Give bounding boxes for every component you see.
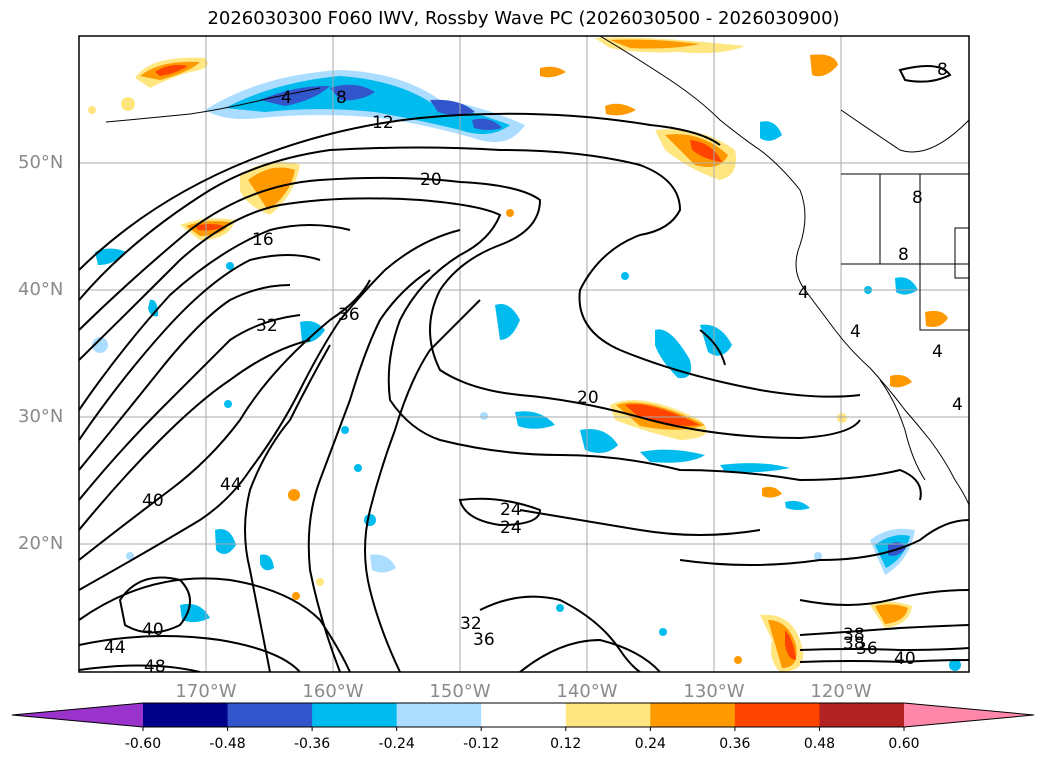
contour-label: 36 xyxy=(338,305,360,325)
coastlines xyxy=(105,36,969,506)
colorbar-tick-label: -0.12 xyxy=(463,736,500,752)
contour-label: 4 xyxy=(952,395,963,415)
contour-label: 40 xyxy=(894,649,916,669)
colorbar-extend-max xyxy=(904,703,1034,727)
colorbar-tick-label: 0.60 xyxy=(888,736,920,752)
map-canvas xyxy=(78,35,970,673)
map-background xyxy=(79,36,969,672)
colorbar-tick-label: -0.24 xyxy=(378,736,415,752)
contour-label: 20 xyxy=(577,388,599,408)
lon-label-140w: 140°W xyxy=(556,681,618,702)
colorbar-cell xyxy=(227,703,313,727)
contour-label: 8 xyxy=(912,188,923,208)
contour-label: 38 xyxy=(843,625,865,645)
iwv-contours xyxy=(79,65,969,672)
lat-label-50n: 50°N xyxy=(18,152,64,173)
map-title: 2026030300 F060 IWV, Rossby Wave PC (202… xyxy=(207,8,840,29)
contour-label: 40 xyxy=(142,491,164,511)
contour-label: 4 xyxy=(932,342,943,362)
colorbar-cell xyxy=(312,703,398,727)
lat-label-40n: 40°N xyxy=(18,279,64,300)
contour-label: 8 xyxy=(336,88,347,108)
contour-label: 40 xyxy=(142,620,164,640)
contour-label: 32 xyxy=(256,316,278,336)
colorbar-tick-label: -0.48 xyxy=(209,736,246,752)
contour-label: 38 xyxy=(843,634,865,654)
colorbar-cell xyxy=(143,703,229,727)
contour-label: 4 xyxy=(850,322,861,342)
graticule xyxy=(79,36,969,672)
colorbar-cell xyxy=(819,703,905,727)
colorbar-tick-label: 0.12 xyxy=(550,736,582,752)
contour-label: 16 xyxy=(252,230,274,250)
lon-label-160w: 160°W xyxy=(302,681,364,702)
colorbar-cell xyxy=(565,703,651,727)
contour-label: 44 xyxy=(220,475,242,495)
colorbar-tick-label: 0.36 xyxy=(719,736,751,752)
contour-label: 24 xyxy=(500,518,522,538)
contour-label: 24 xyxy=(500,500,522,520)
lon-label-170w: 170°W xyxy=(175,681,237,702)
colorbar-tick-label: 0.48 xyxy=(803,736,836,752)
colorbar-tick-label: -0.36 xyxy=(293,736,331,752)
colorbar-cell xyxy=(396,703,482,727)
colorbar-extend-min xyxy=(12,703,143,727)
contour-label: 48 xyxy=(144,657,166,677)
lat-label-20n: 20°N xyxy=(18,533,64,554)
contour-label: 20 xyxy=(420,170,442,190)
contour-label: 36 xyxy=(856,639,878,659)
contour-label: 32 xyxy=(460,614,482,634)
lon-label-130w: 130°W xyxy=(683,681,745,702)
contour-label: 36 xyxy=(473,630,495,650)
colorbar-cell xyxy=(481,703,567,727)
lon-label-150w: 150°W xyxy=(429,681,491,702)
colorbar-tick-label: -0.60 xyxy=(124,736,162,752)
colorbar-tick-label: 0.24 xyxy=(634,736,666,752)
colorbar-outline xyxy=(11,702,1035,728)
contour-label: 4 xyxy=(798,283,809,303)
contour-label: 8 xyxy=(937,60,948,80)
contour-label: 12 xyxy=(372,113,394,133)
lat-label-30n: 30°N xyxy=(18,406,64,427)
colorbar-cell xyxy=(734,703,820,727)
contour-label: 8 xyxy=(898,245,909,265)
contour-label: 4 xyxy=(281,88,292,108)
colorbar-cell xyxy=(650,703,736,727)
lon-label-120w: 120°W xyxy=(810,681,872,702)
contour-label: 44 xyxy=(104,638,126,658)
map-frame xyxy=(78,35,970,673)
